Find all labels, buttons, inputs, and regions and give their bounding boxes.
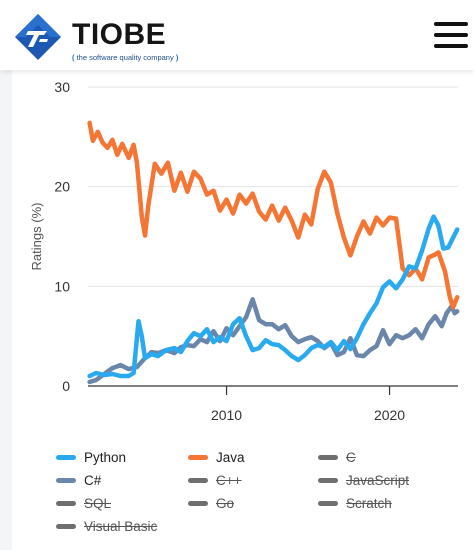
legend-item-go[interactable]: Go [188,492,234,514]
menu-bar-middle [434,33,468,37]
legend-label: Go [216,495,235,511]
menu-bar-top [434,22,468,26]
page-background [0,70,474,550]
x-tick-label: 2020 [374,407,405,423]
y-tick-label: 20 [54,179,70,195]
brand-name[interactable]: TIOBE [72,18,167,51]
legend-label: Java [216,449,245,465]
legend-label: SQL [84,495,112,511]
legend-item-java[interactable]: Java [188,446,245,468]
legend-item-visual-basic[interactable]: Visual Basic [56,515,157,537]
series-line-java[interactable] [87,120,460,310]
tagline-open-bracket: ( [72,53,75,62]
legend-swatch [56,454,76,460]
legend-swatch [318,454,338,460]
x-tick-label: 2010 [211,407,242,423]
legend-label: C# [84,472,102,488]
site-header: TIOBE ( the software quality company ) [0,0,474,70]
series-line-c-[interactable] [87,297,460,385]
legend-swatch [56,477,76,483]
chart-card [12,70,474,550]
legend-label: Visual Basic [84,518,158,534]
label-layer: 0 10 20 30 2010 2020 Ratings (%) [29,79,405,423]
legend-item-python[interactable]: Python [56,446,126,468]
legend-item-sql[interactable]: SQL [56,492,111,514]
legend-label: Python [84,449,127,465]
legend-item-c[interactable]: C# [56,469,101,491]
menu-bar-bottom [434,44,468,48]
legend-swatch [56,523,76,529]
series-line-python[interactable] [87,214,460,379]
ratings-line-chart: 0 10 20 30 2010 2020 Ratings (%) [29,79,460,423]
axis-layer [88,385,458,395]
chart-legend: Python Java C C# C++ JavaScript SQL Go Scratch Vi… [0,440,474,550]
legend-label: C [346,449,356,465]
legend-swatch [188,477,208,483]
legend-swatch [188,500,208,506]
hamburger-menu-icon[interactable] [430,20,470,50]
legend-item-javascript[interactable]: JavaScript [318,469,409,491]
legend-swatch [56,500,76,506]
legend-item-scratch[interactable]: Scratch [318,492,392,514]
legend-label: C++ [216,472,242,488]
legend-label: JavaScript [346,472,410,488]
y-axis-title: Ratings (%) [29,203,44,271]
legend-item-c[interactable]: C [318,446,356,468]
y-tick-label: 10 [54,278,70,294]
series-layer [87,120,460,385]
brand-tagline: ( the software quality company ) [72,53,178,62]
legend-swatch [188,454,208,460]
legend-swatch [318,500,338,506]
legend-item-c[interactable]: C++ [188,469,242,491]
legend-label: Scratch [346,495,392,511]
tagline-text: the software quality company [76,53,174,62]
legend-swatch [318,477,338,483]
tagline-close-bracket: ) [175,53,179,62]
y-tick-label: 0 [62,378,70,394]
y-tick-label: 30 [54,79,70,95]
tiobe-logo-icon[interactable] [14,13,62,61]
